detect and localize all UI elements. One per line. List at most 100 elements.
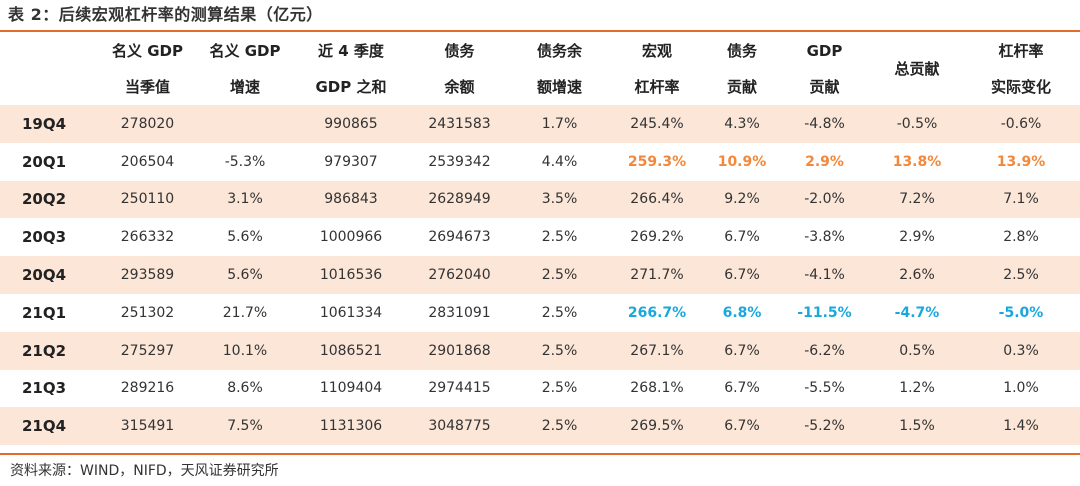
header-actual-leverage-change: 杠杆率 实际变化 — [990, 41, 1051, 96]
cell-gdp-4q-sum: 1016536 — [295, 256, 407, 294]
cell-debt-balance: 2762040 — [407, 256, 512, 294]
cell-macro-leverage: 245.4% — [607, 105, 707, 143]
cell-gdp-contribution: -11.5% — [777, 293, 872, 332]
cell-gdp-4q-sum: 1061334 — [295, 293, 407, 332]
cell-debt-contribution: 6.7% — [707, 331, 777, 370]
cell-actual-leverage-change: -5.0% — [962, 293, 1080, 332]
cell-debt-contribution: 6.7% — [707, 369, 777, 408]
cell-quarter: 21Q1 — [0, 293, 100, 332]
cell-total-contribution: 7.2% — [872, 180, 962, 219]
cell-debt-contribution: 4.3% — [707, 105, 777, 143]
cell-nominal-gdp-growth: 10.1% — [195, 331, 295, 370]
cell-debt-growth: 2.5% — [512, 293, 607, 332]
cell-gdp-contribution: -4.8% — [777, 105, 872, 143]
table-row: 21Q2 275297 10.1% 1086521 2901868 2.5% 267.1% 6… — [0, 331, 1080, 370]
cell-debt-balance: 2831091 — [407, 293, 512, 332]
header-nominal-gdp-quarter: 名义 GDP 当季值 — [112, 41, 183, 96]
cell-nominal-gdp-quarter: 275297 — [100, 331, 195, 370]
table-row: 20Q3 266332 5.6% 1000966 2694673 2.5% 269.2% 6.… — [0, 218, 1080, 257]
cell-gdp-contribution: -6.2% — [777, 331, 872, 370]
cell-total-contribution: 1.2% — [872, 369, 962, 408]
table-row: 21Q3 289216 8.6% 1109404 2974415 2.5% 268.1% 6.… — [0, 369, 1080, 408]
table-row: 20Q2 250110 3.1% 986843 2628949 3.5% 266.4% 9.2… — [0, 180, 1080, 219]
table-title: 表 2：后续宏观杠杆率的测算结果（亿元） — [8, 5, 323, 24]
top-rule — [0, 30, 1080, 32]
cell-nominal-gdp-quarter: 278020 — [100, 105, 195, 143]
cell-total-contribution: 13.8% — [872, 142, 962, 181]
cell-nominal-gdp-quarter: 266332 — [100, 218, 195, 257]
header-total-contribution: 总贡献 — [894, 60, 940, 78]
cell-macro-leverage: 266.7% — [607, 293, 707, 332]
cell-nominal-gdp-quarter: 250110 — [100, 180, 195, 219]
cell-debt-balance: 2901868 — [407, 331, 512, 370]
header-debt-balance: 债务 余额 — [444, 41, 475, 96]
cell-debt-balance: 2628949 — [407, 180, 512, 219]
cell-actual-leverage-change: 1.0% — [962, 369, 1080, 408]
cell-quarter: 21Q3 — [0, 369, 100, 408]
table-row: 21Q1 251302 21.7% 1061334 2831091 2.5% 266.7% 6… — [0, 293, 1080, 332]
cell-debt-balance: 2431583 — [407, 105, 512, 143]
cell-nominal-gdp-growth: 8.6% — [195, 369, 295, 408]
cell-nominal-gdp-quarter: 251302 — [100, 293, 195, 332]
header-debt-contribution: 债务 贡献 — [726, 41, 757, 96]
cell-quarter: 21Q4 — [0, 407, 100, 446]
cell-quarter: 20Q2 — [0, 180, 100, 219]
header-row: 名义 GDP 当季值 名义 GDP 增速 近 4 季度 GDP 之和 债务 余额 债务余… — [0, 32, 1080, 105]
cell-macro-leverage: 269.2% — [607, 218, 707, 257]
cell-debt-growth: 2.5% — [512, 331, 607, 370]
cell-total-contribution: 0.5% — [872, 331, 962, 370]
cell-nominal-gdp-growth: -5.3% — [195, 142, 295, 181]
cell-debt-contribution: 6.7% — [707, 218, 777, 257]
cell-debt-growth: 4.4% — [512, 142, 607, 181]
cell-total-contribution: -4.7% — [872, 293, 962, 332]
header-debt-growth: 债务余 额增速 — [536, 41, 582, 96]
cell-gdp-contribution: -4.1% — [777, 256, 872, 294]
cell-actual-leverage-change: 7.1% — [962, 180, 1080, 219]
cell-macro-leverage: 268.1% — [607, 369, 707, 408]
header-gdp-4q-sum: 近 4 季度 GDP 之和 — [315, 41, 387, 96]
cell-actual-leverage-change: -0.6% — [962, 105, 1080, 143]
cell-quarter: 20Q4 — [0, 256, 100, 294]
cell-gdp-contribution: 2.9% — [777, 142, 872, 181]
header-macro-leverage: 宏观 杠杆率 — [634, 41, 680, 96]
cell-actual-leverage-change: 2.8% — [962, 218, 1080, 257]
cell-nominal-gdp-growth: 5.6% — [195, 218, 295, 257]
cell-debt-contribution: 6.7% — [707, 407, 777, 446]
table-row: 20Q4 293589 5.6% 1016536 2762040 2.5% 271.7% 6.… — [0, 256, 1080, 294]
cell-nominal-gdp-growth: 7.5% — [195, 407, 295, 446]
cell-debt-contribution: 6.7% — [707, 256, 777, 294]
source-note: 资料来源：WIND，NIFD，天风证券研究所 — [10, 463, 279, 479]
header-nominal-gdp-growth: 名义 GDP 增速 — [209, 41, 281, 96]
cell-gdp-4q-sum: 1000966 — [295, 218, 407, 257]
table-row: 19Q4 278020 990865 2431583 1.7% 245.4% 4.3% -4.… — [0, 105, 1080, 143]
cell-quarter: 20Q1 — [0, 142, 100, 181]
cell-debt-growth: 2.5% — [512, 369, 607, 408]
cell-nominal-gdp-growth — [195, 105, 295, 143]
cell-total-contribution: 2.9% — [872, 218, 962, 257]
cell-actual-leverage-change: 1.4% — [962, 407, 1080, 446]
table-row: 21Q4 315491 7.5% 1131306 3048775 2.5% 269.5% 6.… — [0, 407, 1080, 446]
cell-gdp-contribution: -5.5% — [777, 369, 872, 408]
leverage-table: 名义 GDP 当季值 名义 GDP 增速 近 4 季度 GDP 之和 债务 余额 债务余… — [0, 32, 1080, 446]
cell-macro-leverage: 259.3% — [607, 142, 707, 181]
cell-quarter: 19Q4 — [0, 105, 100, 143]
cell-actual-leverage-change: 0.3% — [962, 331, 1080, 370]
cell-nominal-gdp-growth: 21.7% — [195, 293, 295, 332]
cell-nominal-gdp-quarter: 206504 — [100, 142, 195, 181]
cell-debt-balance: 2694673 — [407, 218, 512, 257]
cell-total-contribution: -0.5% — [872, 105, 962, 143]
header-quarter — [0, 32, 100, 105]
cell-gdp-contribution: -3.8% — [777, 218, 872, 257]
cell-quarter: 21Q2 — [0, 331, 100, 370]
header-gdp-contribution: GDP 贡献 — [806, 41, 843, 96]
cell-gdp-4q-sum: 1109404 — [295, 369, 407, 408]
cell-debt-contribution: 6.8% — [707, 293, 777, 332]
cell-debt-balance: 3048775 — [407, 407, 512, 446]
cell-gdp-4q-sum: 1086521 — [295, 331, 407, 370]
cell-debt-contribution: 10.9% — [707, 142, 777, 181]
cell-total-contribution: 1.5% — [872, 407, 962, 446]
cell-nominal-gdp-quarter: 289216 — [100, 369, 195, 408]
cell-debt-growth: 3.5% — [512, 180, 607, 219]
cell-total-contribution: 2.6% — [872, 256, 962, 294]
